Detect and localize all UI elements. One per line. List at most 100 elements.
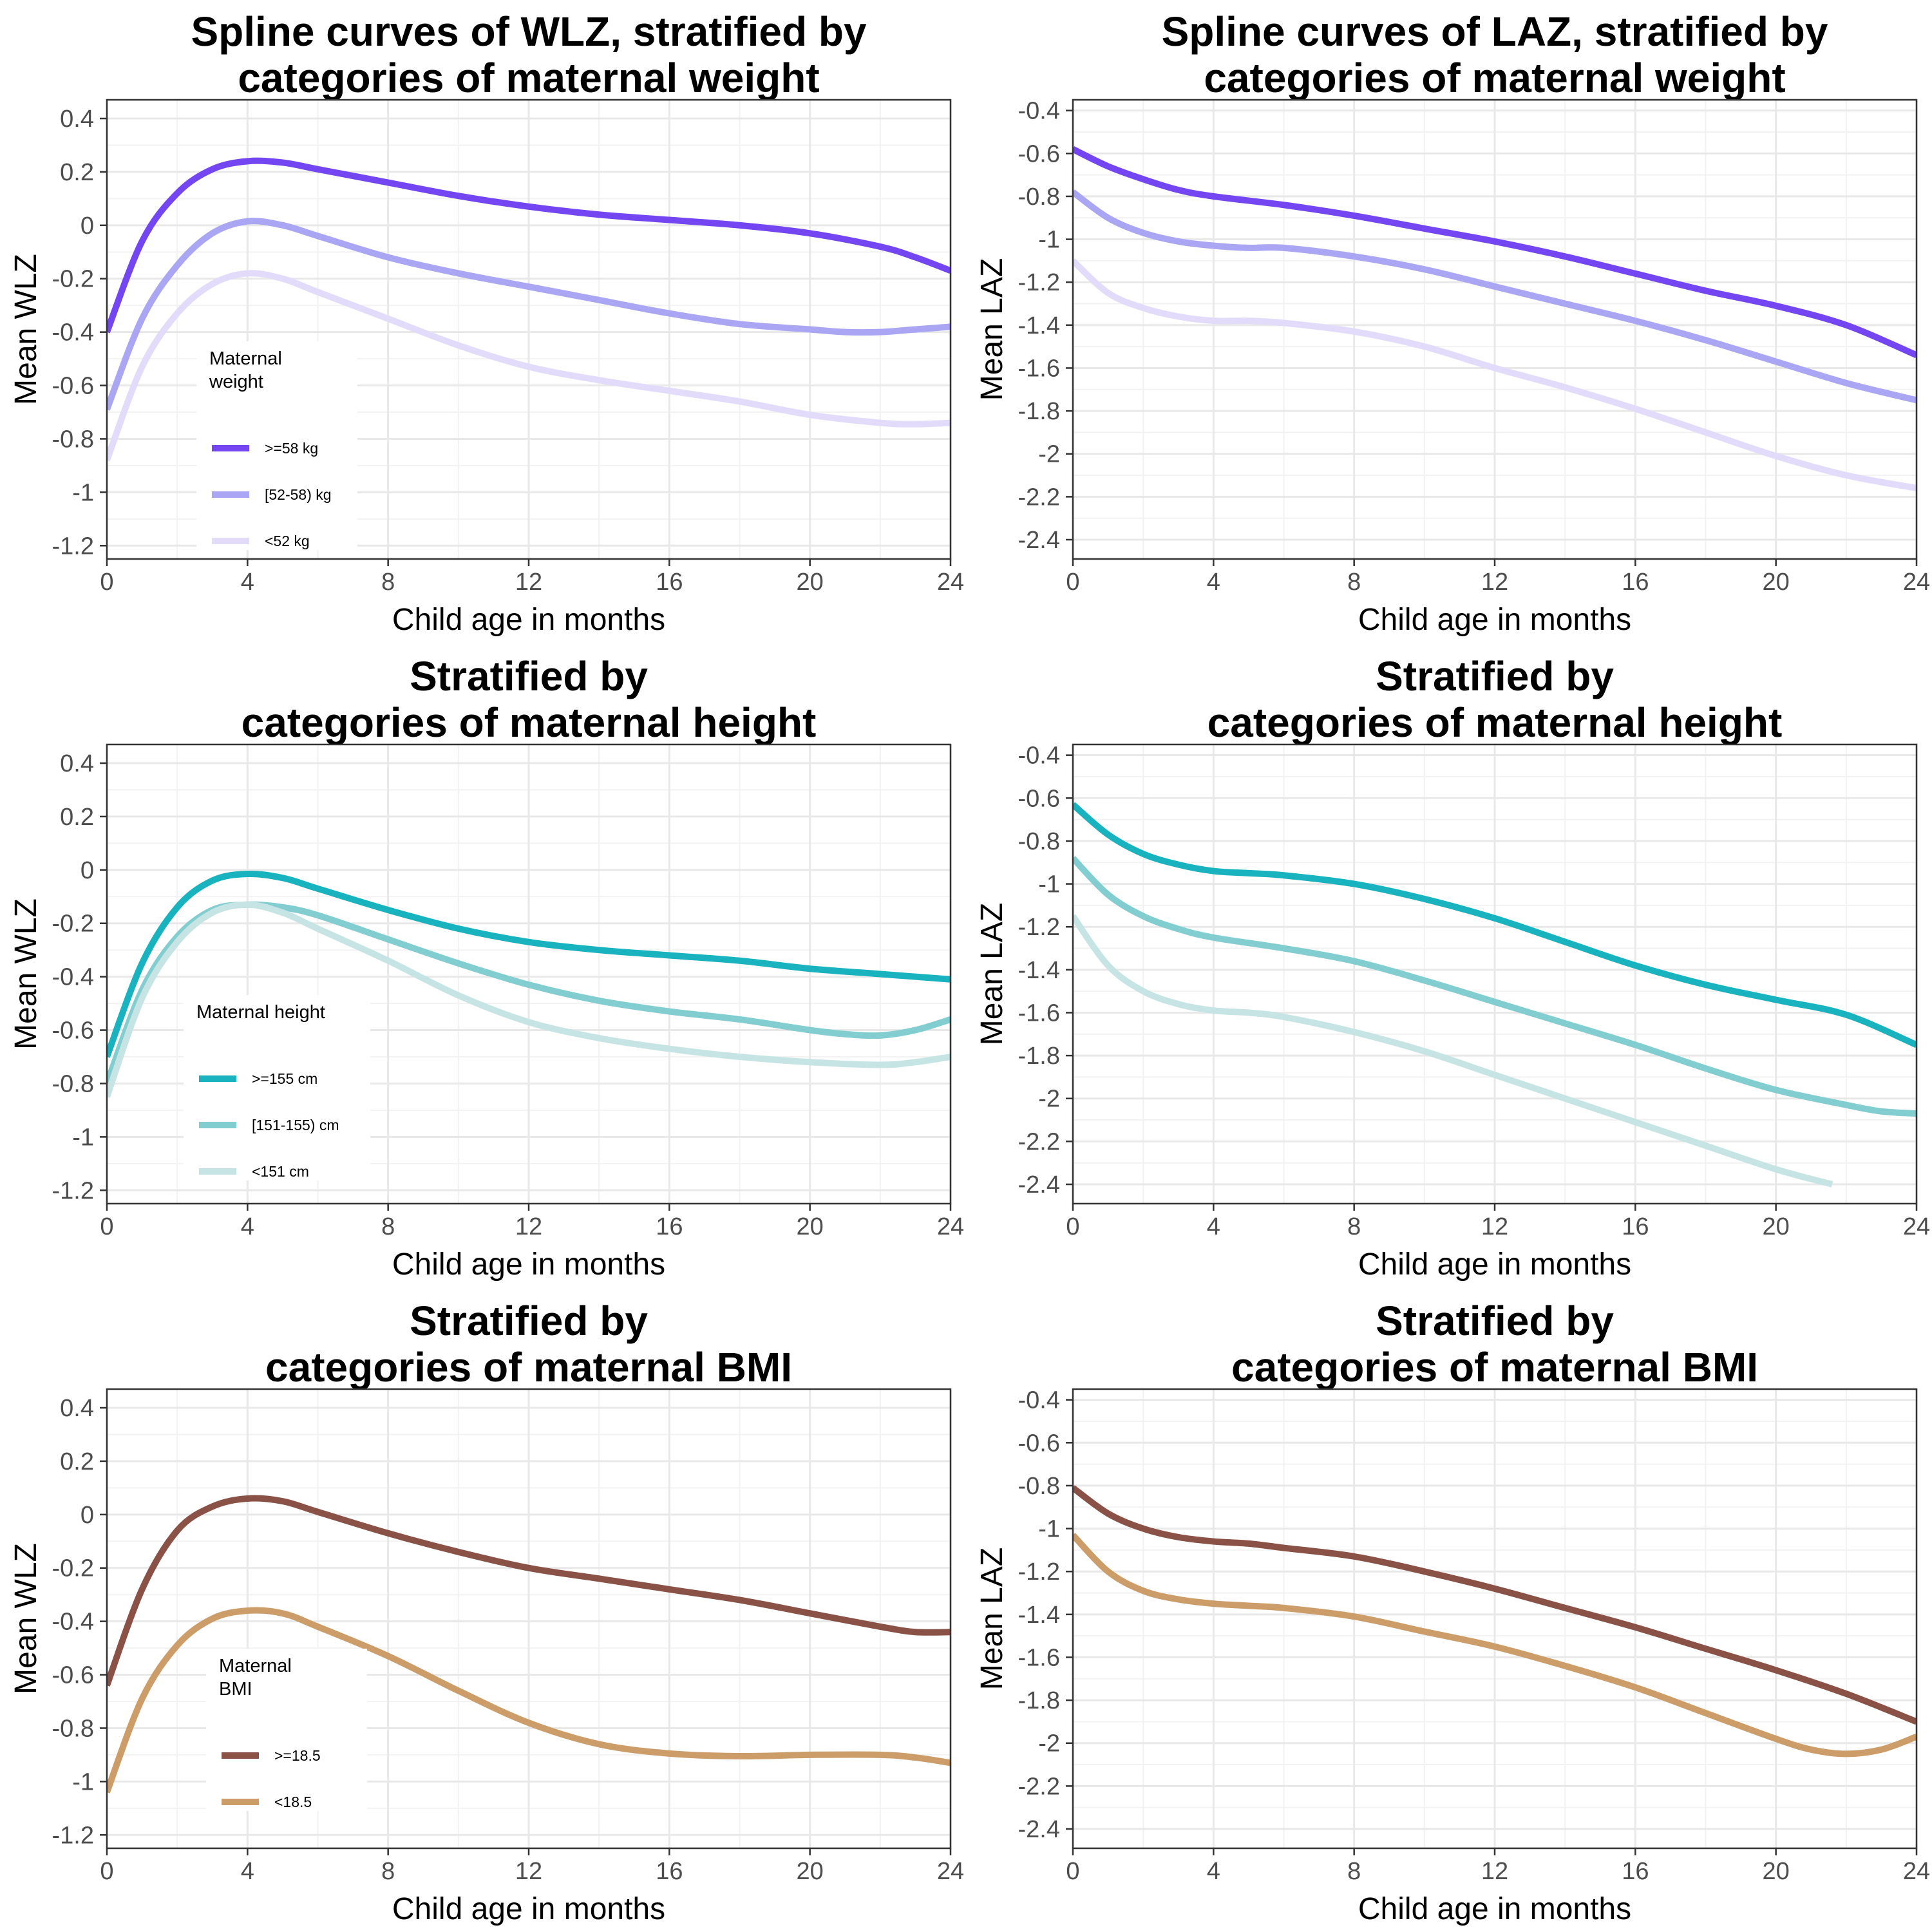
x-tick-label: 0	[1066, 1213, 1079, 1240]
legend-title: BMI	[219, 1679, 252, 1700]
y-tick-label: -0.2	[52, 911, 94, 938]
legend: Maternal weight >=58 kg [52-58) kg <52 kg	[196, 341, 357, 550]
x-tick-label: 16	[656, 1858, 683, 1885]
y-tick-label: -1.8	[1018, 1043, 1060, 1070]
legend-title: weight	[209, 372, 263, 392]
panel-title: Stratified by	[1376, 1298, 1614, 1344]
y-tick-label: -0.4	[1018, 98, 1060, 125]
x-tick-label: 0	[100, 1858, 113, 1885]
y-tick-label: -2.4	[1018, 527, 1060, 554]
x-tick-label: 0	[100, 569, 113, 596]
x-tick-label: 20	[1763, 1858, 1790, 1885]
x-tick-label: 8	[381, 1858, 395, 1885]
y-tick-label: -1.4	[1018, 1602, 1060, 1629]
y-tick-label: 0.2	[60, 1448, 94, 1475]
y-tick-label: 0	[80, 213, 94, 240]
y-tick-label: -1.4	[1018, 957, 1060, 984]
series-group	[1073, 802, 1917, 1188]
x-tick-label: 16	[656, 569, 683, 596]
x-tick-label: 12	[515, 569, 542, 596]
legend-label-2: [151-155) cm	[252, 1117, 339, 1133]
y-tick-label: 0	[80, 857, 94, 884]
y-tick-label: 0.2	[60, 159, 94, 186]
series-line-2	[1073, 1533, 1917, 1757]
y-tick-label: -0.8	[52, 426, 94, 453]
legend: Maternal height >=155 cm [151-155) cm <151 …	[184, 995, 370, 1180]
series-group	[1073, 1485, 1917, 1757]
legend: Maternal BMI >=18.5 <18.5	[206, 1649, 367, 1811]
legend-title: Maternal height	[196, 1002, 325, 1023]
series-line-2	[1073, 189, 1917, 404]
y-tick-label: -1	[1038, 1516, 1060, 1543]
y-tick-label: -0.8	[1018, 828, 1060, 855]
series-line-1	[1073, 802, 1917, 1048]
x-tick-label: 12	[1481, 569, 1508, 596]
x-tick-label: 24	[1903, 1213, 1930, 1240]
x-tick-label: 8	[1347, 1213, 1361, 1240]
y-tick-label: -1	[1038, 871, 1060, 898]
x-axis-title: Child age in months	[392, 1892, 665, 1926]
x-tick-label: 4	[241, 1213, 254, 1240]
chart-panel-1: Spline curves of WLZ, stratified bycateg…	[9, 8, 964, 637]
y-tick-label: -2.2	[1018, 1128, 1060, 1155]
legend-title: Maternal	[219, 1656, 292, 1676]
y-tick-label: -0.6	[1018, 140, 1060, 167]
x-tick-label: 4	[1207, 1213, 1220, 1240]
x-axis-title: Child age in months	[1358, 603, 1631, 637]
series-line-3	[107, 901, 951, 1098]
x-tick-label: 4	[241, 1858, 254, 1885]
legend-box	[206, 1649, 367, 1811]
panel-subtitle: categories of maternal height	[242, 699, 817, 746]
y-axis-title: Mean WLZ	[9, 1543, 43, 1694]
series-line-2	[1073, 856, 1917, 1117]
panel-title: Stratified by	[1376, 653, 1614, 699]
y-tick-label: 0.4	[60, 1395, 94, 1422]
x-axis-title: Child age in months	[392, 1247, 665, 1282]
y-tick-label: 0	[80, 1502, 94, 1529]
panel-title: Stratified by	[410, 653, 648, 699]
y-axis-title: Mean WLZ	[9, 898, 43, 1050]
y-tick-label: -1.2	[52, 533, 94, 560]
series-line-3	[1073, 258, 1917, 491]
y-tick-label: -2	[1038, 1086, 1060, 1113]
y-tick-label: -0.4	[52, 1609, 94, 1636]
y-tick-label: -1	[72, 479, 94, 506]
y-tick-label: -2	[1038, 1730, 1060, 1757]
x-tick-label: 16	[656, 1213, 683, 1240]
y-tick-label: -1	[72, 1124, 94, 1151]
x-tick-label: 16	[1622, 1858, 1649, 1885]
y-tick-label: -0.6	[1018, 785, 1060, 812]
series-line-1	[1073, 1485, 1917, 1725]
y-tick-label: -0.6	[52, 373, 94, 400]
x-tick-label: 0	[100, 1213, 113, 1240]
series-line-1	[107, 157, 951, 334]
y-tick-label: -1.2	[1018, 1558, 1060, 1586]
y-tick-label: -0.8	[1018, 184, 1060, 211]
y-tick-label: -1.6	[1018, 1644, 1060, 1671]
y-tick-label: -0.4	[52, 319, 94, 346]
x-tick-label: 16	[1622, 1213, 1649, 1240]
series-line-1	[107, 870, 951, 1058]
series-line-2	[107, 1607, 951, 1794]
y-tick-label: -1	[1038, 227, 1060, 254]
x-tick-label: 20	[797, 1213, 824, 1240]
legend-title: Maternal	[209, 348, 282, 369]
panel-subtitle: categories of maternal weight	[1204, 55, 1785, 101]
y-tick-label: -1.6	[1018, 355, 1060, 382]
y-tick-label: -0.4	[1018, 743, 1060, 770]
x-tick-label: 12	[515, 1213, 542, 1240]
x-tick-label: 20	[797, 569, 824, 596]
y-tick-label: -2.2	[1018, 1773, 1060, 1800]
panel-title: Stratified by	[410, 1298, 648, 1344]
legend-label-2: [52-58) kg	[265, 486, 332, 503]
y-tick-label: -1.2	[1018, 914, 1060, 941]
panel-title: Spline curves of WLZ, stratified by	[191, 8, 866, 55]
y-tick-label: -1.2	[1018, 269, 1060, 296]
y-tick-label: -2.4	[1018, 1816, 1060, 1843]
y-tick-label: -1.6	[1018, 999, 1060, 1027]
legend-box	[184, 995, 370, 1180]
x-tick-label: 4	[1207, 569, 1220, 596]
y-tick-label: -2	[1038, 441, 1060, 468]
